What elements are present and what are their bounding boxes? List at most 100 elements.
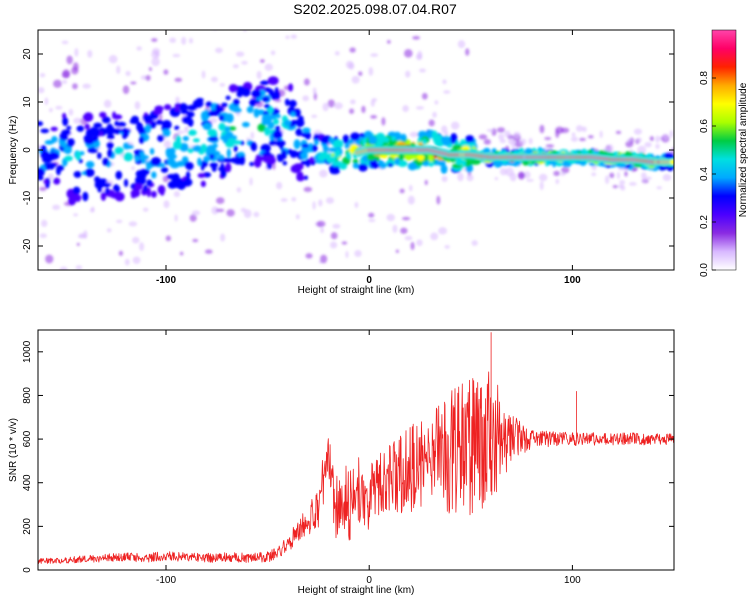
spectral-blob (236, 187, 242, 193)
spectral-blob (260, 143, 271, 153)
spectral-blob (114, 120, 119, 127)
y-tick-label: 20 (22, 48, 33, 60)
spectral-blob (102, 157, 109, 166)
spectral-blob (309, 156, 315, 163)
spectral-blob (174, 125, 180, 131)
spectral-blob (421, 92, 428, 100)
spectral-blob (204, 249, 213, 254)
spectral-blob (259, 59, 265, 63)
spectral-blob (417, 153, 425, 162)
spectral-blob (655, 135, 660, 143)
spectral-blob (321, 136, 327, 145)
y-tick-label: 10 (22, 96, 33, 108)
spectral-blob (609, 172, 615, 179)
spectral-blob (72, 186, 81, 195)
spectral-blob (200, 143, 208, 153)
spectral-blob (224, 131, 234, 140)
spectral-blob (123, 152, 134, 162)
spectral-blob (327, 99, 335, 108)
spectral-blob (539, 181, 544, 191)
spectral-blob (322, 102, 329, 112)
spectral-blob (130, 81, 137, 85)
spectral-blob (38, 167, 45, 177)
spectral-blob (450, 133, 455, 144)
x-tick-label: 100 (564, 575, 581, 586)
spectral-blob (424, 179, 428, 186)
spectral-blob (220, 233, 226, 242)
spectral-blob (312, 87, 317, 95)
spectral-blob (50, 126, 58, 132)
spectral-blob (299, 117, 304, 127)
spectral-blob (143, 184, 148, 193)
spectral-blob (210, 76, 218, 83)
spectral-blob (158, 114, 163, 120)
spectral-blob (87, 50, 93, 58)
spectral-blob (591, 172, 597, 177)
spectral-blob (226, 209, 235, 217)
spectral-blob (261, 118, 270, 126)
spectral-blob (172, 53, 181, 58)
spectral-blob (400, 133, 407, 142)
spectral-blob (85, 160, 95, 169)
snr-panel: -100 0 100 0 200 400 600 800 1000 Height of str… (8, 329, 675, 596)
spectral-blob (215, 208, 225, 213)
spectral-blob (62, 117, 69, 127)
spectral-blob (52, 204, 61, 211)
spectral-blob (203, 155, 211, 162)
spectral-blob (84, 123, 90, 130)
colorbar-gradient (711, 29, 737, 271)
spectral-blob (185, 162, 194, 171)
spectral-blob (641, 178, 647, 183)
spectral-blob (202, 122, 212, 131)
spectral-blob (605, 175, 610, 185)
spectral-blob (329, 137, 335, 145)
spectral-blob (161, 120, 172, 130)
spectral-blob (259, 80, 270, 86)
spectral-blob (220, 169, 226, 177)
spectral-blob (293, 139, 301, 150)
spectral-blob (85, 168, 95, 177)
spectral-blob (290, 164, 302, 173)
spectral-blob (619, 180, 626, 185)
spectrogram-x-ticks: -100 0 100 (156, 30, 581, 286)
spectral-blob (504, 130, 511, 137)
spectral-blob (214, 30, 216, 31)
spectral-blob (370, 115, 377, 119)
spectral-blob (496, 127, 506, 133)
spectral-blob (172, 180, 181, 188)
spectral-blob (281, 149, 287, 160)
spectral-blob (78, 158, 83, 164)
spectral-blob (269, 140, 278, 146)
spectral-blob (358, 71, 363, 77)
spectral-blob (225, 162, 232, 173)
y-tick-label: 0 (22, 147, 33, 153)
spectral-blob (513, 131, 521, 138)
spectral-blob (395, 249, 400, 253)
spectral-blob (392, 224, 398, 233)
spectrogram-y-ticks: -20 -10 0 10 20 (22, 48, 674, 253)
y-tick-label: -20 (22, 238, 33, 253)
spectral-blob (624, 170, 628, 177)
spectral-blob (637, 145, 647, 155)
spectral-blob (61, 40, 69, 45)
spectral-blob (354, 201, 359, 209)
spectral-blob (368, 66, 374, 76)
spectral-blob (100, 192, 107, 201)
spectral-blob (349, 108, 355, 114)
spectral-blob (350, 99, 356, 105)
spectral-blob (387, 131, 397, 137)
spectral-blob (184, 126, 189, 131)
spectral-blob (344, 143, 351, 149)
spectral-blob (226, 113, 234, 124)
spectral-blob (223, 157, 234, 163)
colorbar-tick-label: 0.2 (699, 215, 710, 229)
spectral-blob (404, 235, 413, 241)
spectral-blob (320, 227, 325, 234)
spectral-blob (135, 175, 147, 186)
spectral-blob (44, 97, 49, 106)
spectral-blob (628, 182, 637, 186)
spectral-blob (267, 76, 279, 86)
spectral-blob (174, 214, 178, 222)
spectral-blob (352, 158, 359, 164)
spectral-blob (296, 172, 303, 181)
